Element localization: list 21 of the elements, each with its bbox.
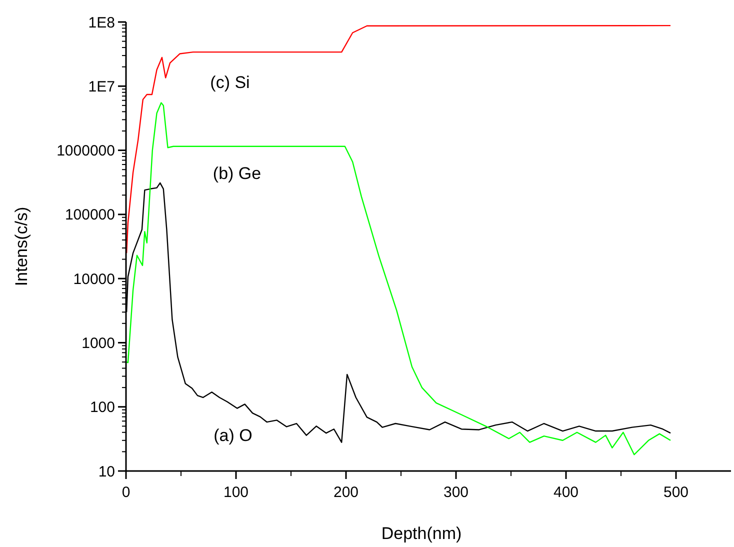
annotation: (c) Si — [210, 72, 250, 92]
x-axis-title: Depth(nm) — [381, 524, 462, 543]
x-tick-label: 500 — [663, 484, 689, 501]
y-tick-label: 10 — [98, 463, 115, 480]
y-tick-label: 1000000 — [56, 142, 115, 160]
x-tick-label: 0 — [122, 484, 130, 501]
x-tick-label: 400 — [553, 484, 579, 501]
x-tick-label: 100 — [223, 484, 249, 501]
y-tick-label: 100 — [90, 399, 115, 416]
annotation: (b) Ge — [212, 164, 262, 183]
annotation: (a) O — [214, 426, 252, 445]
x-tick-label: 200 — [333, 484, 359, 501]
y-tick-label: 100000 — [64, 206, 115, 224]
y-tick-label: 10000 — [73, 270, 115, 288]
line-series — [126, 102, 672, 456]
y-tick-label: 1E8 — [88, 14, 115, 32]
line-series — [126, 24, 672, 254]
x-tick-label: 300 — [443, 484, 469, 501]
y-tick-label: 1E7 — [88, 78, 115, 96]
y-axis-title: Intens(c/s) — [12, 206, 31, 286]
y-tick-label: 1000 — [82, 334, 115, 352]
